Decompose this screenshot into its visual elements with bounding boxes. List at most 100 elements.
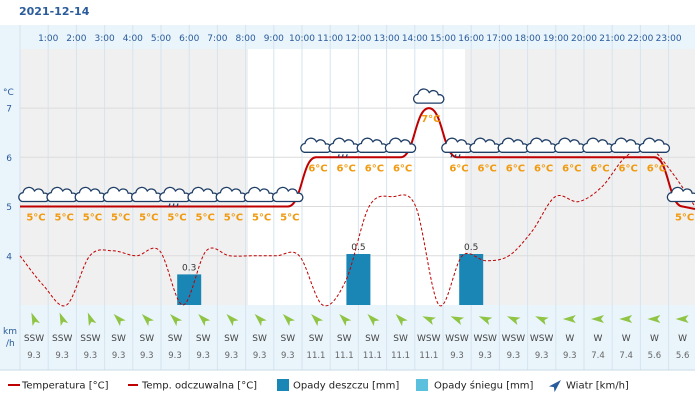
temp-label: 5°C: [111, 213, 130, 224]
legend-wind-icon: [548, 380, 561, 393]
wind-arrow-icon: [59, 312, 69, 327]
wind-direction: SSW: [80, 334, 100, 344]
wind-arrow-icon: [506, 316, 521, 326]
wind-direction: SW: [196, 334, 211, 344]
wind-arrow-icon: [675, 315, 689, 323]
temp-label: 6°C: [308, 163, 327, 174]
temp-label: 6°C: [365, 163, 384, 174]
wind-arrow-icon: [395, 314, 408, 327]
wind-arrow-icon: [113, 314, 126, 327]
temp-label: 6°C: [590, 163, 609, 174]
temp-label: 5°C: [139, 213, 158, 224]
wind-direction: W: [565, 334, 574, 344]
wind-speed: 11.1: [391, 351, 410, 361]
legend-snow-swatch: [416, 379, 428, 391]
hour-label: 23:00: [656, 34, 682, 44]
hour-label: 9:00: [264, 34, 284, 44]
temp-label: 6°C: [337, 163, 356, 174]
temp-label: 6°C: [534, 163, 553, 174]
temp-label: 6°C: [478, 163, 497, 174]
wind-direction: SW: [365, 334, 380, 344]
cloud-icon: [384, 137, 417, 153]
hour-label: 1:00: [38, 34, 58, 44]
wind-arrow-icon: [619, 315, 633, 323]
wind-speed: 11.1: [335, 351, 354, 361]
wind-direction: WSW: [502, 334, 526, 344]
temp-axis-unit: °C: [3, 88, 14, 98]
wind-speed: 11.1: [419, 351, 438, 361]
hour-label: 3:00: [94, 34, 114, 44]
wind-arrow-icon: [282, 314, 295, 327]
cloud-icon: [638, 137, 671, 153]
wind-arrow-icon: [478, 316, 493, 326]
rain-bar: [459, 254, 484, 305]
hour-label: 4:00: [123, 34, 143, 44]
feels-like-line: [19, 146, 695, 307]
temp-label: 7°C: [421, 114, 440, 125]
wind-arrow-icon: [535, 316, 549, 326]
wind-speed: 9.3: [253, 351, 267, 361]
wind-direction: WSW: [417, 334, 441, 344]
hour-label: 21:00: [599, 34, 625, 44]
y-tick-label: 7: [6, 105, 12, 115]
hour-label: 2:00: [66, 34, 86, 44]
wind-direction: SW: [309, 334, 324, 344]
wind-direction: SW: [224, 334, 239, 344]
wind-arrow-icon: [311, 314, 324, 327]
hour-label: 18:00: [515, 34, 541, 44]
wind-arrow-icon: [450, 316, 465, 326]
wind-direction: WSW: [473, 334, 497, 344]
temp-label: 5°C: [167, 213, 186, 224]
hour-label: 11:00: [317, 34, 343, 44]
hour-label: 16:00: [458, 34, 484, 44]
wind-speed: 9.3: [225, 351, 239, 361]
wind-speed: 9.3: [84, 351, 98, 361]
wind-arrow-icon: [87, 312, 97, 327]
wind-speed: 11.1: [363, 351, 382, 361]
wind-direction: SSW: [52, 334, 72, 344]
legend-label: Temp. odczuwalna [°C]: [141, 381, 257, 392]
wind-direction: SW: [111, 334, 126, 344]
rain-bar: [346, 254, 371, 305]
left-axis-bg: [0, 25, 20, 370]
wind-arrow-icon: [254, 314, 267, 327]
y-tick-label: 6: [6, 154, 12, 164]
wind-speed: 9.3: [535, 351, 549, 361]
wind-speed: 9.3: [55, 351, 69, 361]
cloud-icon: [271, 186, 304, 203]
wind-arrow-icon: [226, 314, 239, 327]
legend-label: Opady deszczu [mm]: [293, 381, 399, 392]
wind-speed: 9.3: [112, 351, 126, 361]
temp-label: 5°C: [224, 213, 243, 224]
rain-label: 0.3: [182, 263, 196, 273]
wind-direction: WSW: [530, 334, 554, 344]
wind-direction: SW: [139, 334, 154, 344]
wind-speed: 9.3: [450, 351, 464, 361]
wind-axis-unit-2: /h: [6, 339, 15, 349]
wind-speed: 9.3: [140, 351, 154, 361]
legend-label: Opady śniegu [mm]: [434, 380, 534, 392]
temp-label: 6°C: [647, 163, 666, 174]
temperature-line: [20, 107, 695, 210]
wind-speed: 9.3: [196, 351, 210, 361]
hour-label: 19:00: [543, 34, 569, 44]
hour-label: 6:00: [179, 34, 199, 44]
temp-label: 6°C: [449, 163, 468, 174]
wind-arrow-icon: [591, 315, 604, 323]
hour-label: 10:00: [289, 34, 315, 44]
wind-direction: W: [678, 334, 687, 344]
hour-label: 17:00: [486, 34, 512, 44]
temp-label: 5°C: [26, 213, 45, 224]
temp-label: 6°C: [393, 163, 412, 174]
temp-label: 5°C: [280, 213, 299, 224]
y-tick-label: 5: [6, 203, 12, 213]
wind-speed: 7.4: [619, 351, 633, 361]
temp-label: 5°C: [252, 213, 271, 224]
wind-direction: SW: [393, 334, 408, 344]
wind-speed: 9.3: [507, 351, 521, 361]
wind-speed: 5.6: [676, 351, 690, 361]
hour-label: 7:00: [207, 34, 227, 44]
hour-label: 22:00: [627, 34, 653, 44]
